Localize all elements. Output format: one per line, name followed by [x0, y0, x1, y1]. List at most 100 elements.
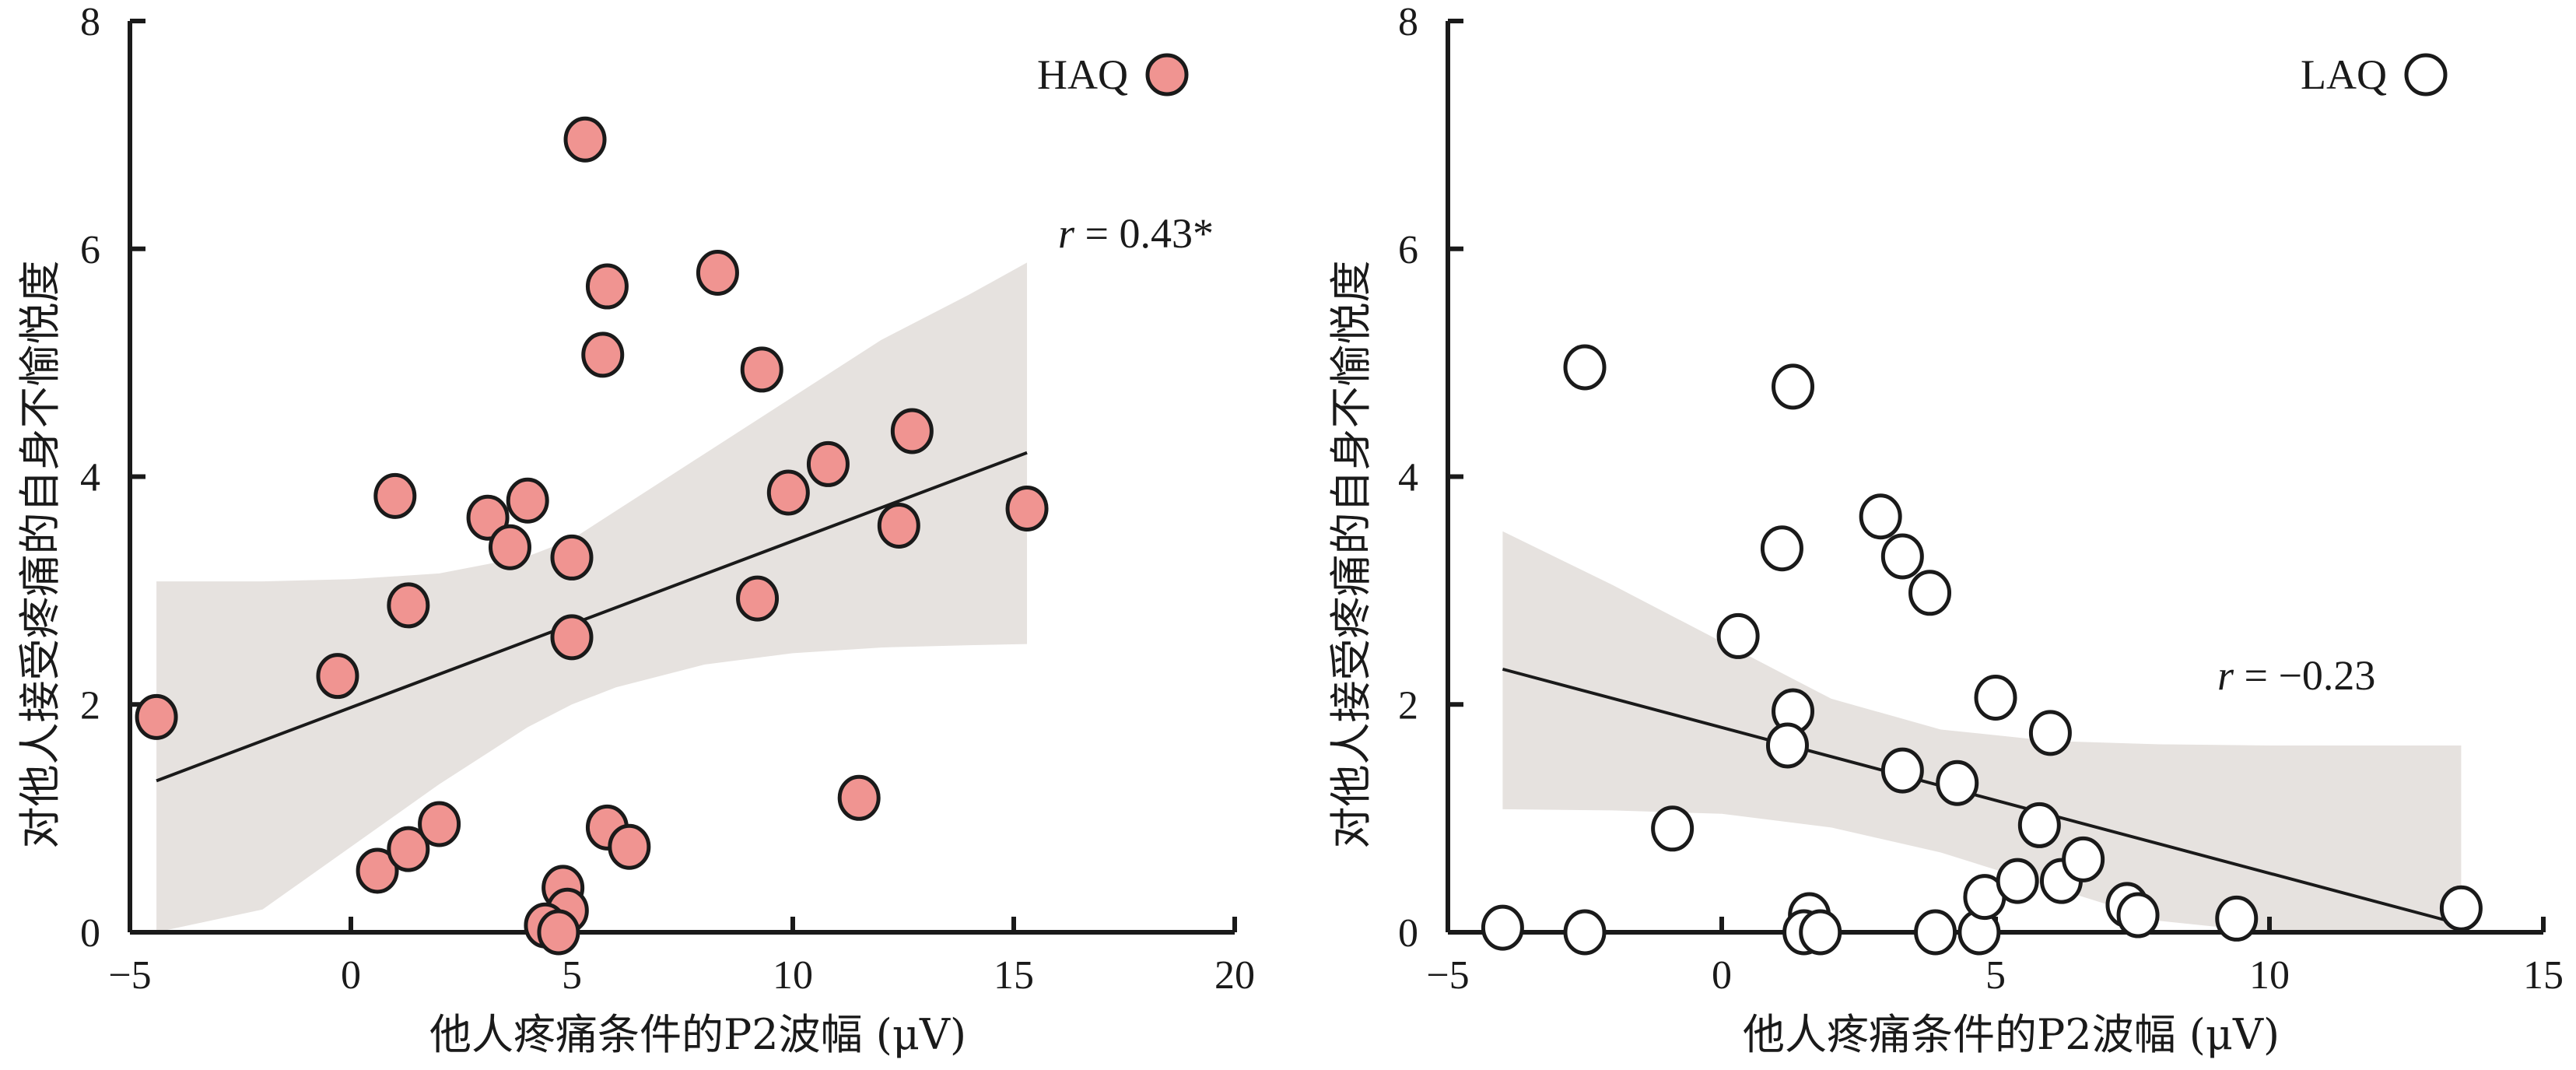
y-tick-label: 6 — [1398, 228, 1418, 272]
r-symbol: r — [1058, 210, 1075, 257]
data-point — [1880, 747, 1924, 794]
x-tick-label: −5 — [1426, 953, 1469, 998]
y-tick-label: 6 — [80, 228, 100, 272]
data-point — [537, 909, 580, 956]
data-point — [1563, 344, 1607, 391]
labels-group: 他人疼痛条件的P2波幅 (μV) 对他人接受疼痛的自身不愉悦度 LAQ r = −0.… — [1327, 51, 2448, 1059]
labels-group: 他人疼痛条件的P2波幅 (μV) 对他人接受疼痛的自身不愉悦度 HAQ r = 0.4… — [16, 51, 1214, 1059]
r-symbol: r — [2217, 652, 2234, 699]
x-axis-title: 他人疼痛条件的P2波幅 (μV) — [429, 1010, 966, 1059]
x-tick-label: 0 — [1712, 953, 1732, 998]
y-tick-label: 0 — [80, 911, 100, 956]
data-point — [2017, 802, 2061, 848]
data-point — [1765, 722, 1809, 769]
legend-label: LAQ — [2301, 51, 2387, 98]
data-point — [1880, 533, 1924, 580]
data-point — [373, 472, 417, 519]
x-tick-label: 5 — [562, 953, 582, 998]
data-point — [506, 477, 549, 524]
data-point — [877, 502, 920, 549]
data-point — [387, 826, 430, 872]
y-tick-label: 8 — [80, 0, 100, 44]
fit-line-group — [1502, 667, 2462, 926]
x-tick-label: 15 — [994, 953, 1034, 998]
confidence-band — [156, 262, 1028, 932]
r-value: = −0.23 — [2234, 652, 2375, 699]
regression-line — [1502, 667, 2462, 926]
fit-line-group — [156, 451, 1028, 783]
data-point — [135, 693, 178, 740]
y-axis-title: 对他人接受疼痛的自身不愉悦度 — [1327, 261, 1376, 849]
data-point — [1914, 909, 1957, 956]
data-point — [550, 534, 594, 581]
y-tick-label: 4 — [1398, 456, 1418, 500]
y-axis-title: 对他人接受疼痛的自身不愉悦度 — [16, 261, 65, 849]
data-point — [1760, 525, 1803, 572]
data-point — [2439, 885, 2483, 931]
confidence-band — [1502, 531, 2462, 932]
data-point — [2028, 710, 2072, 756]
data-point — [696, 249, 739, 296]
data-point — [2062, 836, 2105, 882]
data-point — [1563, 909, 1607, 956]
data-point — [736, 575, 780, 622]
data-point — [1481, 904, 1524, 951]
data-point — [585, 263, 629, 310]
data-point — [740, 346, 783, 393]
correlation-annotation: r = 0.43* — [1058, 210, 1214, 257]
data-point — [563, 116, 607, 163]
y-tick-label: 2 — [1398, 683, 1418, 728]
y-tick-label: 0 — [1398, 911, 1418, 956]
y-tick-label: 8 — [1398, 0, 1418, 44]
x-tick-label: 10 — [773, 953, 813, 998]
data-point — [356, 847, 399, 894]
data-point — [766, 469, 810, 516]
data-point — [1651, 805, 1695, 852]
data-point — [488, 524, 531, 570]
legend-label: HAQ — [1037, 51, 1128, 98]
points-group — [135, 116, 1049, 956]
x-tick-label: 15 — [2523, 953, 2564, 998]
data-point — [608, 823, 651, 870]
y-tick-label: 4 — [80, 456, 100, 500]
data-point — [466, 494, 510, 541]
regression-line — [156, 451, 1028, 783]
points-group — [1481, 344, 2483, 956]
data-point — [2116, 892, 2160, 938]
data-point — [1936, 760, 1979, 806]
y-tick-label: 2 — [80, 683, 100, 728]
x-tick-label: 10 — [2249, 953, 2290, 998]
x-tick-label: 20 — [1214, 953, 1255, 998]
ci-band-group — [156, 262, 1028, 932]
correlation-annotation: r = −0.23 — [2217, 652, 2375, 699]
x-tick-label: 5 — [1985, 953, 2006, 998]
data-point — [1005, 485, 1049, 531]
data-point — [1996, 858, 2039, 904]
data-point — [418, 801, 461, 847]
data-point — [1772, 363, 1815, 410]
data-point — [1716, 612, 1760, 659]
x-axis-title: 他人疼痛条件的P2波幅 (μV) — [1743, 1010, 2280, 1059]
x-tick-label: 0 — [341, 953, 361, 998]
data-point — [1974, 674, 2017, 721]
data-point — [837, 774, 881, 821]
data-point — [1908, 570, 1952, 616]
data-point — [890, 408, 934, 454]
x-tick-label: −5 — [108, 953, 151, 998]
data-point — [387, 582, 430, 629]
ci-band-group — [1502, 531, 2462, 932]
data-point — [581, 332, 625, 378]
data-point — [316, 653, 359, 700]
data-point — [806, 440, 850, 487]
data-point — [550, 614, 594, 661]
legend-marker — [1145, 53, 1189, 96]
data-point — [1859, 493, 1902, 540]
r-value: = 0.43* — [1074, 210, 1214, 257]
legend-marker — [2404, 53, 2448, 96]
data-point — [2215, 895, 2259, 942]
